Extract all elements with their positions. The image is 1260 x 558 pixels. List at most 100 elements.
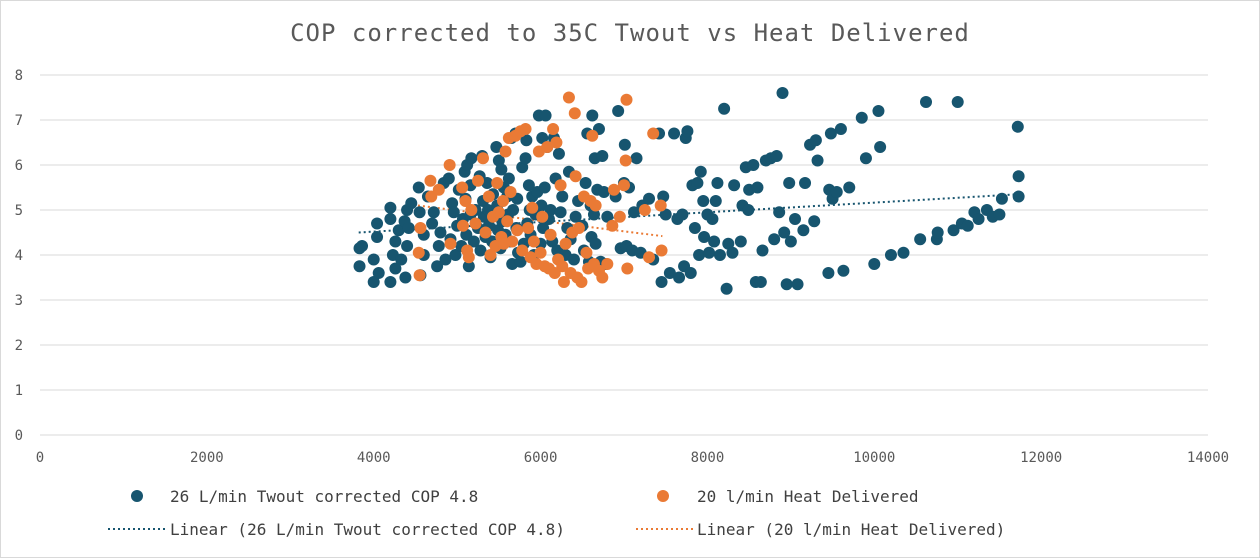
grid-lines xyxy=(40,74,1208,436)
data-point-series-1 xyxy=(728,179,741,192)
data-point-series-1 xyxy=(742,204,755,216)
data-point-series-1 xyxy=(722,237,735,250)
data-point-series-1 xyxy=(628,206,641,219)
data-point-series-2 xyxy=(443,159,456,171)
y-tick-label: 8 xyxy=(15,68,23,84)
data-point-series-2 xyxy=(527,235,540,248)
data-point-series-2 xyxy=(459,195,472,207)
x-tick-label: 10000 xyxy=(853,450,895,466)
data-point-series-1 xyxy=(789,213,802,225)
data-point-series-1 xyxy=(834,123,847,135)
data-point-series-1 xyxy=(401,240,414,252)
data-point-series-1 xyxy=(519,152,532,165)
data-point-series-1 xyxy=(446,197,459,210)
data-point-series-2 xyxy=(479,226,492,239)
chart-title: COP corrected to 35C Twout vs Heat Deliv… xyxy=(290,19,970,47)
data-point-series-2 xyxy=(501,215,514,228)
data-point-series-2 xyxy=(534,246,547,259)
data-point-series-1 xyxy=(868,258,881,270)
data-point-series-1 xyxy=(567,253,580,266)
data-point-series-1 xyxy=(673,271,686,284)
data-point-series-1 xyxy=(402,222,415,234)
data-point-series-1 xyxy=(432,240,445,252)
data-point-series-2 xyxy=(569,170,582,183)
data-point-series-1 xyxy=(809,134,822,147)
data-point-series-1 xyxy=(784,235,797,248)
data-point-series-1 xyxy=(872,105,885,117)
data-point-series-1 xyxy=(931,226,944,239)
data-point-series-2 xyxy=(606,219,619,232)
y-tick-label: 2 xyxy=(15,338,23,354)
data-point-series-1 xyxy=(855,111,868,124)
data-point-series-2 xyxy=(484,249,497,261)
data-point-series-2 xyxy=(497,195,510,207)
data-point-series-1 xyxy=(539,109,552,122)
legend-marker-series-2 xyxy=(657,490,669,502)
data-point-series-1 xyxy=(552,147,565,160)
data-point-series-1 xyxy=(474,244,487,257)
data-point-series-1 xyxy=(384,276,397,288)
data-point-series-2 xyxy=(547,123,560,135)
data-point-series-2 xyxy=(654,199,667,212)
data-point-series-2 xyxy=(562,91,575,104)
x-tick-label: 4000 xyxy=(357,450,391,466)
data-point-series-1 xyxy=(535,199,548,212)
data-point-series-2 xyxy=(589,199,602,212)
data-point-series-2 xyxy=(638,204,651,216)
data-point-series-1 xyxy=(884,249,897,261)
data-point-series-2 xyxy=(655,244,668,257)
data-point-series-1 xyxy=(643,192,656,205)
data-point-series-1 xyxy=(837,264,850,277)
data-point-series-2 xyxy=(491,177,504,189)
data-point-series-1 xyxy=(367,253,380,266)
data-point-series-1 xyxy=(502,172,515,185)
data-point-series-2 xyxy=(499,145,512,158)
legend-marker-series-1 xyxy=(131,490,143,502)
data-point-series-2 xyxy=(469,217,482,230)
data-point-series-2 xyxy=(596,271,609,284)
y-tick-label: 3 xyxy=(15,293,23,309)
data-point-series-2 xyxy=(559,237,572,250)
data-point-series-1 xyxy=(389,262,402,275)
data-point-series-1 xyxy=(520,134,533,147)
data-point-series-1 xyxy=(384,213,397,225)
data-point-series-2 xyxy=(621,262,634,275)
data-point-series-1 xyxy=(726,246,739,259)
data-point-series-1 xyxy=(773,206,786,219)
data-point-series-2 xyxy=(413,269,426,282)
y-tick-label: 0 xyxy=(15,428,23,444)
data-point-series-1 xyxy=(972,213,985,225)
data-point-series-2 xyxy=(557,276,570,288)
data-point-series-2 xyxy=(482,190,495,203)
data-point-series-1 xyxy=(426,217,439,230)
data-point-series-1 xyxy=(770,150,783,162)
data-point-series-2 xyxy=(504,186,517,198)
x-tick-label: 14000 xyxy=(1187,450,1229,466)
data-point-series-2 xyxy=(444,237,457,250)
data-point-series-2 xyxy=(526,201,539,214)
data-point-series-2 xyxy=(618,179,630,192)
data-point-series-1 xyxy=(822,267,835,279)
x-tick-label: 0 xyxy=(36,450,44,466)
data-point-series-1 xyxy=(684,267,697,279)
data-point-series-2 xyxy=(619,154,632,167)
data-points xyxy=(353,87,1025,295)
data-point-series-1 xyxy=(783,177,796,189)
data-point-series-1 xyxy=(353,260,366,273)
data-point-series-2 xyxy=(556,260,569,273)
axis-ticks: 0 1 2 3 4 5 6 7 8 0 2000 4000 6000 8000 10000 12000 1400… xyxy=(15,68,1230,466)
data-point-series-1 xyxy=(449,249,462,261)
data-point-series-1 xyxy=(465,152,478,165)
data-point-series-1 xyxy=(830,186,843,198)
legend-label-trend-2: Linear (20 l/min Heat Delivered) xyxy=(697,520,1005,539)
y-tick-label: 1 xyxy=(15,383,23,399)
data-point-series-1 xyxy=(691,177,704,189)
data-point-series-2 xyxy=(601,258,614,270)
data-point-series-1 xyxy=(399,271,412,284)
data-point-series-2 xyxy=(586,129,599,142)
data-point-series-2 xyxy=(536,210,549,223)
data-point-series-1 xyxy=(718,102,731,115)
data-point-series-1 xyxy=(596,150,609,162)
data-point-series-1 xyxy=(405,197,418,210)
